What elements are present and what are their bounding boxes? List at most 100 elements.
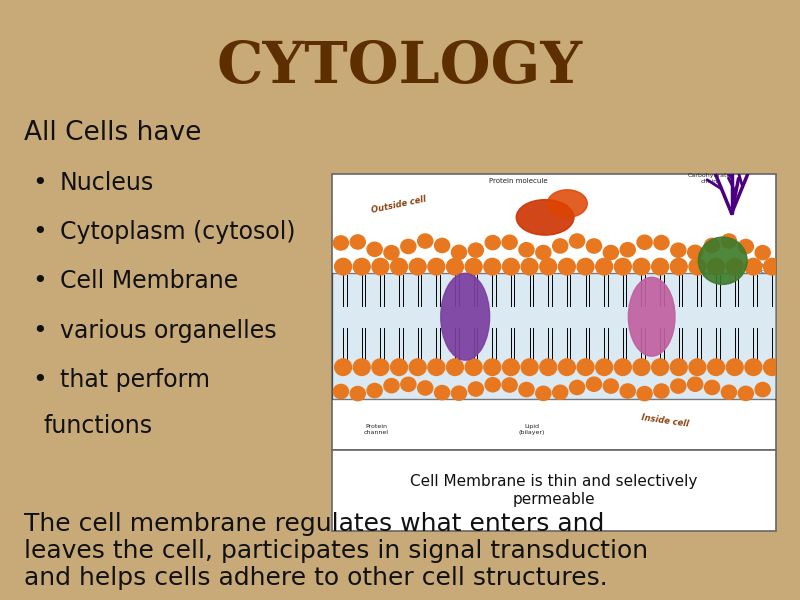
Ellipse shape: [540, 259, 557, 275]
Ellipse shape: [547, 190, 587, 217]
Ellipse shape: [614, 259, 631, 275]
Ellipse shape: [688, 245, 702, 259]
Ellipse shape: [633, 359, 650, 376]
Text: •: •: [33, 171, 47, 195]
Bar: [0, 12, 800, 18]
Ellipse shape: [334, 359, 351, 376]
Bar: [0, 108, 800, 114]
Bar: [0, 156, 800, 162]
Ellipse shape: [350, 235, 366, 249]
Bar: [0, 132, 800, 138]
Ellipse shape: [763, 259, 781, 275]
Ellipse shape: [633, 259, 650, 275]
Bar: [0, 306, 800, 312]
Bar: [0, 72, 800, 78]
Bar: [0, 168, 800, 174]
Ellipse shape: [705, 238, 720, 253]
Ellipse shape: [536, 245, 551, 260]
Bar: [0, 504, 800, 510]
Ellipse shape: [418, 234, 433, 248]
Bar: [0, 420, 800, 426]
Bar: [0, 528, 800, 534]
Bar: [0, 192, 800, 198]
Bar: [0, 264, 800, 270]
Bar: [0, 552, 800, 558]
Bar: [0, 462, 800, 468]
Bar: [0, 336, 800, 342]
Bar: [0, 228, 800, 234]
Ellipse shape: [434, 386, 450, 400]
Ellipse shape: [689, 259, 706, 275]
Ellipse shape: [519, 242, 534, 257]
Ellipse shape: [670, 259, 687, 275]
Bar: [0, 534, 800, 540]
Bar: [0, 546, 800, 552]
Ellipse shape: [334, 385, 349, 398]
Ellipse shape: [484, 259, 501, 275]
Bar: [0, 222, 800, 228]
Ellipse shape: [446, 259, 463, 275]
Bar: [0, 126, 800, 132]
Ellipse shape: [384, 379, 399, 393]
Bar: [0, 486, 800, 492]
Text: and helps cells adhere to other cell structures.: and helps cells adhere to other cell str…: [24, 566, 608, 590]
Bar: [0, 240, 800, 246]
Bar: [0, 366, 800, 372]
Bar: [0, 24, 800, 30]
Ellipse shape: [372, 259, 389, 275]
Bar: [0, 96, 800, 102]
Ellipse shape: [502, 378, 517, 392]
Bar: [0, 432, 800, 438]
Bar: [0, 90, 800, 96]
Text: CYTOLOGY: CYTOLOGY: [217, 39, 583, 95]
FancyBboxPatch shape: [332, 174, 776, 450]
Text: •: •: [33, 220, 47, 244]
Bar: [0, 0, 800, 6]
Ellipse shape: [536, 386, 551, 400]
Ellipse shape: [596, 259, 613, 275]
Ellipse shape: [745, 359, 762, 376]
Text: Cell Membrane: Cell Membrane: [60, 269, 238, 293]
Bar: [0, 396, 800, 402]
Bar: [0, 594, 800, 600]
Ellipse shape: [434, 238, 450, 253]
Bar: [0, 180, 800, 186]
Bar: [0, 414, 800, 420]
Text: Lipid
(bilayer): Lipid (bilayer): [518, 424, 545, 435]
Ellipse shape: [726, 359, 743, 376]
Bar: [0, 318, 800, 324]
Bar: [0, 390, 800, 396]
Bar: [0, 54, 800, 60]
Bar: [0, 408, 800, 414]
Text: Protein
molecule: Protein molecule: [745, 263, 774, 274]
Ellipse shape: [540, 359, 557, 376]
Ellipse shape: [384, 245, 399, 260]
Bar: [0, 270, 800, 276]
Bar: [0, 198, 800, 204]
Bar: [0, 588, 800, 594]
Ellipse shape: [688, 377, 702, 391]
Ellipse shape: [705, 380, 720, 395]
Ellipse shape: [401, 239, 416, 254]
Ellipse shape: [334, 236, 349, 250]
Ellipse shape: [738, 239, 754, 254]
Bar: [0, 342, 800, 348]
Text: Protein molecule: Protein molecule: [489, 178, 548, 184]
Bar: [0, 42, 800, 48]
Ellipse shape: [502, 359, 519, 376]
Bar: [0, 60, 800, 66]
Ellipse shape: [652, 259, 669, 275]
Bar: [0, 6, 800, 12]
Ellipse shape: [441, 274, 490, 360]
Bar: [0, 444, 800, 450]
Ellipse shape: [428, 259, 445, 275]
Ellipse shape: [390, 359, 407, 376]
Ellipse shape: [577, 359, 594, 376]
Ellipse shape: [637, 235, 652, 250]
Ellipse shape: [485, 377, 500, 392]
Bar: [0, 474, 800, 480]
Bar: [0, 384, 800, 390]
Bar: [0, 246, 800, 252]
Bar: [0, 576, 800, 582]
Bar: [0, 144, 800, 150]
